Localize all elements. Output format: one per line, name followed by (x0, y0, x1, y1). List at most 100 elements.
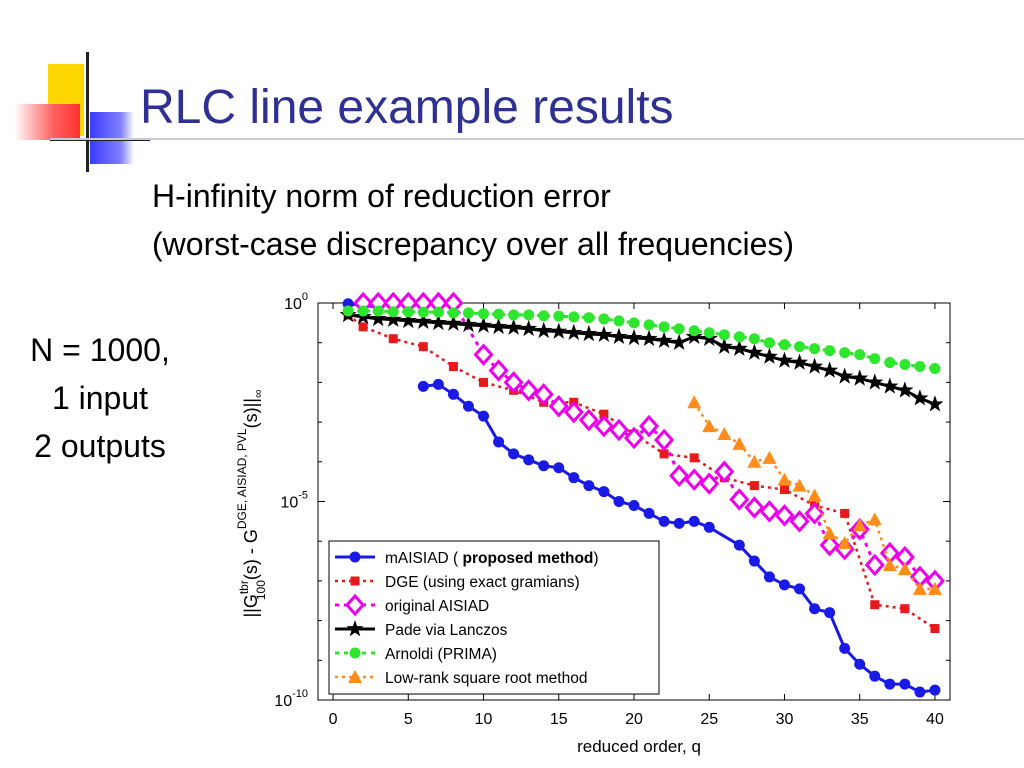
x-axis-label: reduced order, q (577, 737, 701, 756)
arnoldi-prima-point (809, 343, 821, 355)
x-tick-label: 25 (700, 711, 718, 728)
pade-via-lanczos-point (459, 315, 478, 333)
pade-via-lanczos-point (866, 373, 884, 390)
low-rank-square-root-method-point (852, 518, 867, 532)
pade-via-lanczos-point (640, 329, 658, 347)
maisiad-point (809, 603, 821, 615)
pade-via-lanczos-point (745, 343, 763, 360)
maisiad-point (613, 496, 625, 507)
x-tick-label: 10 (475, 711, 493, 728)
maisiad-point (884, 678, 896, 690)
arnoldi-prima-point (357, 305, 369, 317)
low-rank-square-root-method-point (777, 472, 792, 486)
original-aisiad-point (608, 418, 629, 442)
series-low-rank-square-root-method (687, 395, 942, 595)
original-aisiad-point (488, 359, 509, 382)
original-aisiad-point (669, 464, 690, 487)
arnoldi-prima-point (884, 357, 896, 369)
legend-point (349, 647, 361, 659)
maisiad-point (553, 462, 565, 474)
arnoldi-prima-point (778, 339, 790, 351)
original-aisiad-point (714, 460, 735, 483)
maisiad-point (733, 539, 745, 551)
legend-entry-low-rank-square-root-method: Low-rank square root method (335, 670, 587, 687)
pade-via-lanczos-point (806, 357, 824, 374)
legend-entry-arnoldi-prima: Arnoldi (PRIMA) (335, 646, 497, 663)
original-aisiad-point (699, 472, 720, 495)
x-tick-label: 40 (926, 711, 944, 728)
series-maisiad (342, 298, 941, 698)
original-aisiad-point (503, 371, 524, 394)
slide-title: RLC line example results (140, 81, 674, 134)
pade-via-lanczos-point (565, 323, 583, 341)
pade-via-lanczos-point (911, 389, 929, 406)
maisiad-point (538, 460, 550, 472)
maisiad-point (493, 436, 505, 448)
dge-using-exact-gramians-point (840, 508, 850, 518)
low-rank-square-root-method-point (702, 419, 717, 433)
pade-via-lanczos-point (760, 347, 778, 364)
arnoldi-prima-point (794, 341, 806, 353)
pade-via-lanczos-point (896, 381, 914, 398)
arnoldi-prima-point (523, 309, 535, 321)
arnoldi-prima-point (748, 333, 760, 345)
original-aisiad-point (593, 414, 614, 438)
arnoldi-prima-point (929, 363, 941, 375)
arnoldi-prima-point (899, 359, 911, 371)
pade-via-lanczos-point (595, 325, 613, 343)
pade-via-lanczos-point (414, 312, 432, 329)
dge-using-exact-gramians-point (388, 334, 398, 344)
arnoldi-prima-point (673, 323, 685, 335)
original-aisiad-point (864, 553, 885, 577)
legend-point (348, 670, 362, 683)
maisiad-point (854, 658, 866, 670)
pade-via-lanczos-point (730, 339, 748, 356)
arnoldi-prima-point (869, 353, 881, 365)
low-rank-square-root-method-point (687, 395, 702, 409)
original-aisiad-point (744, 496, 765, 519)
y-axis-label: ||Gtbr 100(s) - GDGE, AISIAD, PVL(s)||∞ (235, 389, 268, 617)
dge-using-exact-gramians-point (448, 362, 458, 372)
low-rank-square-root-method-point (732, 436, 747, 450)
dge-using-exact-gramians-point (749, 481, 759, 491)
title-divider (50, 138, 1024, 140)
pade-via-lanczos-point (926, 395, 944, 412)
pade-via-lanczos-point (429, 313, 447, 331)
side-note-size: N = 1000, (30, 332, 170, 368)
series-line-maisiad (423, 382, 936, 694)
legend-label: mAISIAD ( proposed method) (385, 550, 599, 567)
legend-entry-original-aisiad: original AISIAD (335, 593, 489, 617)
pade-via-lanczos-point (550, 322, 568, 339)
maisiad-point (748, 555, 760, 567)
legend-point (349, 551, 361, 563)
maisiad-point (703, 521, 715, 533)
arnoldi-prima-point (387, 306, 399, 318)
arnoldi-prima-point (854, 349, 866, 361)
arnoldi-prima-point (538, 310, 550, 322)
low-rank-square-root-method-point (837, 536, 852, 550)
arnoldi-prima-point (839, 347, 851, 359)
y-tick-label: 100 (284, 291, 308, 313)
maisiad-point (899, 678, 911, 690)
arnoldi-prima-point (478, 308, 490, 320)
dge-using-exact-gramians-point (930, 624, 940, 634)
maisiad-point (523, 454, 535, 466)
low-rank-square-root-method-point (927, 581, 942, 595)
legend-entry-pade-via-lanczos: Pade via Lanczos (335, 620, 508, 639)
arnoldi-prima-point (508, 309, 520, 321)
arnoldi-prima-point (914, 361, 926, 373)
dge-using-exact-gramians-point (479, 377, 489, 387)
maisiad-point (763, 571, 775, 583)
arnoldi-prima-point (824, 345, 836, 357)
maisiad-point (673, 517, 685, 529)
arnoldi-prima-point (658, 321, 670, 333)
legend-label: Arnoldi (PRIMA) (385, 646, 497, 663)
low-rank-square-root-method-point (792, 478, 807, 492)
dge-using-exact-gramians-point (599, 409, 609, 419)
original-aisiad-point (774, 504, 795, 527)
maisiad-point (914, 686, 926, 698)
y-tick-label: 10-5 (280, 490, 308, 512)
maisiad-point (432, 378, 444, 390)
x-tick-label: 0 (329, 711, 338, 728)
